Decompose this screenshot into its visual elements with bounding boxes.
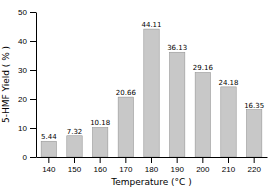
x-tick: 210: [222, 157, 236, 174]
bar: [246, 110, 261, 157]
x-tick: 220: [247, 157, 261, 174]
y-tick-label: 20: [18, 95, 27, 104]
y-tick: 30: [18, 66, 36, 75]
y-axis-line: [36, 13, 37, 158]
y-tick-label: 30: [18, 66, 27, 75]
x-tick-mark: [100, 157, 101, 163]
x-tick-label: 200: [196, 165, 210, 174]
data-label: 10.18: [90, 119, 110, 127]
x-tick-label: 190: [170, 165, 184, 174]
x-tick-mark: [125, 157, 126, 163]
bar: [92, 127, 107, 157]
x-tick-label: 160: [93, 165, 107, 174]
x-tick: 150: [68, 157, 82, 174]
x-axis: 140 150 160 170 180 190 200 210 220: [37, 157, 268, 174]
y-tick: 10: [18, 124, 36, 133]
x-tick: 140: [42, 157, 56, 174]
y-tick: 50: [18, 8, 36, 17]
bar: [144, 29, 159, 157]
bar: [118, 97, 133, 157]
y-tick-mark: [30, 70, 36, 71]
data-label: 29.16: [193, 64, 214, 72]
x-tick-mark: [48, 157, 49, 163]
y-tick-mark: [30, 12, 36, 13]
y-tick-label: 0: [23, 153, 28, 162]
x-tick-mark: [254, 157, 255, 163]
data-label: 24.18: [218, 79, 238, 87]
x-tick-label: 170: [119, 165, 133, 174]
x-tick: 160: [93, 157, 107, 174]
y-tick-mark: [30, 128, 36, 129]
x-tick-label: 150: [68, 165, 82, 174]
chart-svg: 140 150 160 170 180 190 200 210 220 0 10 20 30 40 50 5.…: [0, 0, 273, 189]
y-tick: 0: [23, 153, 36, 162]
y-tick: 20: [18, 95, 36, 104]
x-tick-mark: [177, 157, 178, 163]
y-tick-label: 50: [18, 8, 27, 17]
y-tick: 40: [18, 37, 36, 46]
data-label: 20.66: [116, 89, 137, 97]
data-label: 44.11: [141, 21, 161, 29]
x-tick-label: 210: [222, 165, 236, 174]
bar: [195, 72, 210, 157]
plot: 140 150 160 170 180 190 200 210 220 0 10 20 30 40 50 5.…: [18, 8, 267, 174]
data-label: 16.35: [244, 102, 264, 110]
y-tick-mark: [30, 99, 36, 100]
x-tick: 170: [119, 157, 133, 174]
bars: [41, 29, 262, 157]
bar: [41, 141, 56, 157]
chart-container: 140 150 160 170 180 190 200 210 220 0 10 20 30 40 50 5.…: [0, 0, 273, 189]
x-tick-label: 140: [42, 165, 56, 174]
bar: [67, 136, 82, 157]
x-tick-mark: [151, 157, 152, 163]
x-tick-mark: [202, 157, 203, 163]
data-label: 36.13: [167, 44, 187, 52]
x-tick-label: 180: [145, 165, 159, 174]
x-tick-label: 220: [247, 165, 261, 174]
y-tick-label: 40: [18, 37, 27, 46]
x-tick: 180: [145, 157, 159, 174]
bar: [221, 87, 236, 157]
x-axis-title: Temperature (°C ): [110, 177, 192, 187]
x-tick-mark: [228, 157, 229, 163]
y-axis: 0 10 20 30 40 50: [18, 8, 36, 162]
y-tick-mark: [30, 157, 36, 158]
bar: [169, 52, 184, 157]
x-tick-mark: [74, 157, 75, 163]
data-labels: 5.44 7.32 10.18 20.66 44.11 36.13 29.16 24.18 16…: [41, 21, 264, 141]
x-tick: 200: [196, 157, 210, 174]
data-label: 7.32: [67, 128, 83, 136]
y-axis-title: 5-HMF Yield ( % ): [1, 46, 11, 123]
data-label: 5.44: [41, 133, 57, 141]
x-tick: 190: [170, 157, 184, 174]
y-tick-mark: [30, 41, 36, 42]
y-tick-label: 10: [18, 124, 27, 133]
